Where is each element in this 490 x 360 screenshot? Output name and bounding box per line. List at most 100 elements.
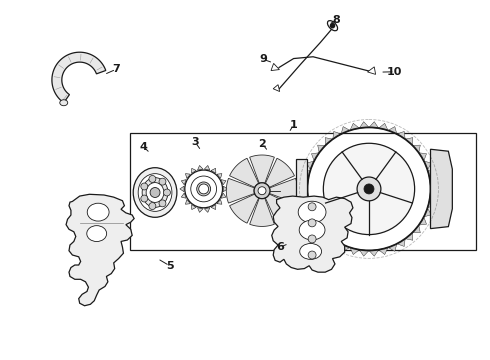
Polygon shape: [427, 170, 435, 179]
Text: 4: 4: [140, 142, 148, 152]
Circle shape: [141, 183, 148, 190]
Polygon shape: [318, 225, 325, 233]
Polygon shape: [333, 239, 341, 247]
Polygon shape: [368, 67, 376, 75]
Polygon shape: [181, 180, 186, 185]
Text: 5: 5: [166, 261, 173, 271]
Polygon shape: [204, 208, 210, 212]
Polygon shape: [272, 196, 353, 272]
Polygon shape: [333, 131, 341, 139]
Circle shape: [323, 143, 415, 235]
Polygon shape: [307, 208, 314, 217]
Polygon shape: [312, 217, 319, 225]
Polygon shape: [430, 189, 436, 199]
Circle shape: [308, 251, 316, 259]
Polygon shape: [388, 244, 397, 251]
Polygon shape: [266, 158, 294, 188]
Polygon shape: [211, 204, 216, 210]
Text: 3: 3: [192, 138, 199, 148]
Ellipse shape: [196, 182, 211, 196]
Polygon shape: [266, 194, 294, 223]
Polygon shape: [270, 178, 298, 203]
Polygon shape: [192, 168, 196, 173]
Polygon shape: [341, 127, 350, 134]
Text: 1: 1: [290, 120, 297, 130]
Polygon shape: [221, 180, 226, 185]
Polygon shape: [302, 179, 308, 189]
Polygon shape: [397, 131, 405, 139]
Polygon shape: [181, 193, 186, 198]
Polygon shape: [325, 233, 333, 240]
Ellipse shape: [300, 243, 321, 260]
Polygon shape: [249, 155, 274, 183]
Text: 6: 6: [276, 242, 284, 252]
Polygon shape: [405, 233, 413, 240]
Polygon shape: [431, 149, 452, 229]
Polygon shape: [302, 189, 308, 199]
Polygon shape: [211, 168, 216, 173]
Polygon shape: [350, 247, 359, 255]
Ellipse shape: [133, 168, 177, 217]
Polygon shape: [192, 204, 196, 210]
Ellipse shape: [138, 174, 172, 211]
Polygon shape: [185, 174, 191, 179]
Circle shape: [141, 195, 148, 202]
Polygon shape: [230, 194, 259, 223]
Polygon shape: [226, 178, 255, 203]
Polygon shape: [217, 174, 222, 179]
Polygon shape: [249, 198, 274, 226]
Ellipse shape: [298, 201, 326, 223]
Polygon shape: [204, 166, 210, 170]
Circle shape: [149, 175, 156, 183]
Polygon shape: [66, 194, 134, 306]
Ellipse shape: [60, 100, 68, 106]
Polygon shape: [341, 244, 350, 251]
Bar: [295, 159, 307, 219]
Polygon shape: [369, 250, 379, 256]
Polygon shape: [413, 225, 420, 233]
Text: 9: 9: [259, 54, 267, 64]
Ellipse shape: [299, 220, 325, 240]
Circle shape: [308, 235, 316, 243]
Text: 10: 10: [387, 67, 402, 77]
Polygon shape: [419, 217, 426, 225]
Polygon shape: [397, 239, 405, 247]
Circle shape: [150, 188, 160, 198]
Circle shape: [164, 189, 171, 196]
Polygon shape: [424, 208, 431, 217]
Polygon shape: [413, 145, 420, 153]
Circle shape: [364, 184, 374, 194]
Polygon shape: [430, 179, 436, 189]
Text: 2: 2: [258, 139, 266, 149]
Polygon shape: [197, 166, 203, 170]
Circle shape: [159, 200, 166, 207]
Text: 8: 8: [333, 15, 340, 25]
Ellipse shape: [142, 177, 168, 207]
Polygon shape: [180, 186, 184, 192]
Circle shape: [308, 219, 316, 227]
Polygon shape: [359, 250, 369, 256]
Polygon shape: [359, 122, 369, 128]
Polygon shape: [369, 122, 379, 128]
Polygon shape: [379, 123, 388, 130]
Polygon shape: [350, 123, 359, 130]
Polygon shape: [197, 208, 203, 212]
Ellipse shape: [146, 183, 164, 202]
Polygon shape: [419, 153, 426, 161]
Polygon shape: [427, 199, 435, 208]
Polygon shape: [424, 161, 431, 170]
Polygon shape: [221, 193, 226, 198]
Polygon shape: [271, 63, 279, 71]
Circle shape: [258, 187, 266, 195]
Polygon shape: [303, 170, 311, 179]
Text: 7: 7: [112, 64, 120, 74]
Polygon shape: [325, 138, 333, 145]
Bar: [130, 133, 476, 249]
Polygon shape: [318, 145, 325, 153]
Circle shape: [199, 184, 209, 194]
Circle shape: [149, 203, 156, 210]
Ellipse shape: [327, 21, 338, 31]
Circle shape: [254, 183, 270, 199]
Ellipse shape: [87, 226, 107, 242]
Circle shape: [330, 24, 335, 28]
